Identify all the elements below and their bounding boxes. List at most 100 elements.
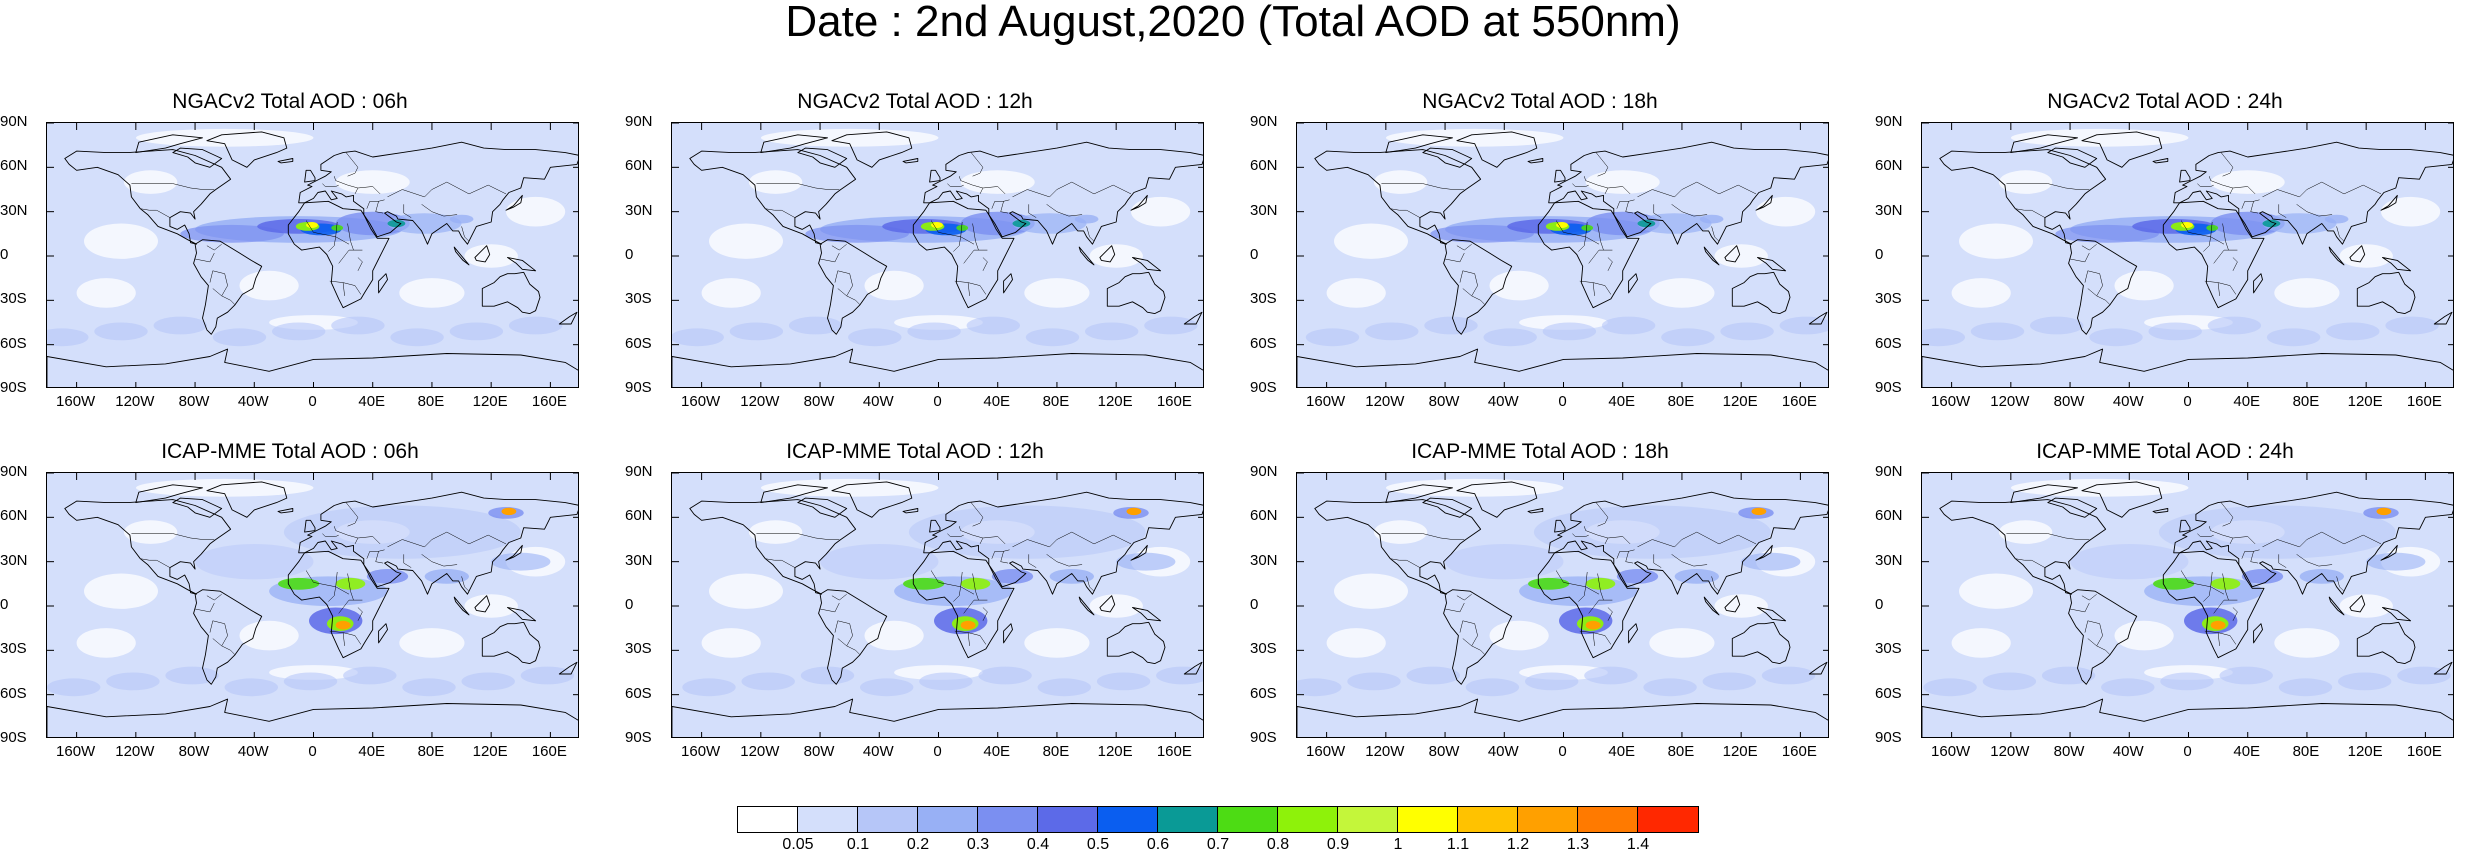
aod-plume bbox=[335, 577, 366, 590]
map-panel: NGACv2 Total AOD : 06h 90N 60N 30N 0 30S 60S 90… bbox=[0, 90, 580, 410]
coastline bbox=[287, 200, 390, 309]
colorbar bbox=[737, 806, 1699, 833]
aod-plume bbox=[106, 672, 160, 691]
aod-plume bbox=[331, 224, 344, 231]
coastline bbox=[1939, 149, 2107, 245]
country-border bbox=[1653, 204, 1662, 218]
colorbar-swatch bbox=[738, 807, 798, 832]
map-frame bbox=[671, 472, 1204, 738]
country-border bbox=[140, 558, 171, 568]
country-border bbox=[329, 630, 345, 646]
longitude-label: 120W bbox=[1990, 393, 2030, 410]
country-border bbox=[2006, 183, 2090, 190]
panel-title: ICAP-MME Total AOD : 24h bbox=[2036, 440, 2294, 463]
latitude-label: 60S bbox=[1875, 684, 1902, 702]
map-panel: NGACv2 Total AOD : 24h 90N 60N 30N 0 30S 60S 90… bbox=[1875, 90, 2455, 410]
country-border bbox=[947, 183, 964, 187]
country-border bbox=[834, 270, 853, 297]
country-border bbox=[831, 594, 847, 601]
aod-plume bbox=[1585, 170, 1660, 194]
aod-plume bbox=[343, 666, 397, 685]
aod-plume bbox=[2148, 322, 2202, 341]
longitude-label: 0 bbox=[1558, 393, 1567, 410]
country-border bbox=[765, 558, 796, 568]
longitude-label: 40E bbox=[2233, 743, 2261, 760]
aod-plume bbox=[387, 213, 462, 234]
longitude-label: 160E bbox=[1781, 393, 1817, 410]
map-frame bbox=[671, 122, 1204, 388]
aod-plume bbox=[1751, 507, 1767, 516]
longitude-label: 40W bbox=[1487, 393, 1519, 410]
coastline bbox=[64, 149, 232, 245]
map-panel: NGACv2 Total AOD : 18h 90N 60N 30N 0 30S 60S 90… bbox=[1250, 90, 1830, 410]
coastline bbox=[1443, 239, 1513, 335]
aod-plume bbox=[1297, 678, 1342, 697]
coastline bbox=[1385, 134, 1453, 154]
coastline bbox=[1297, 348, 1828, 387]
country-border bbox=[328, 221, 338, 252]
country-border bbox=[820, 252, 840, 263]
country-border bbox=[1579, 630, 1595, 646]
coastline bbox=[1443, 589, 1513, 685]
country-border bbox=[195, 252, 215, 263]
aod-plume bbox=[399, 278, 465, 308]
panel-title: NGACv2 Total AOD : 06h bbox=[172, 90, 408, 113]
country-border bbox=[982, 607, 988, 621]
country-border bbox=[1637, 181, 1757, 198]
country-border bbox=[209, 620, 228, 647]
coastline bbox=[1078, 246, 1095, 266]
latitude-label: 90S bbox=[625, 729, 652, 746]
country-border bbox=[1028, 554, 1037, 568]
aod-plume bbox=[123, 170, 178, 194]
country-border bbox=[2204, 280, 2220, 296]
latitude-label: 0 bbox=[625, 596, 634, 613]
country-border bbox=[982, 257, 988, 271]
country-border bbox=[972, 573, 979, 601]
aod-plume bbox=[2376, 507, 2392, 516]
coastline bbox=[505, 194, 523, 211]
latitude-label: 0 bbox=[1250, 596, 1259, 613]
country-border bbox=[963, 249, 988, 264]
aod-plume bbox=[153, 316, 207, 335]
country-border bbox=[2015, 208, 2046, 218]
aod-plume bbox=[2299, 569, 2344, 584]
country-border bbox=[1000, 201, 1009, 214]
longitude-label: 0 bbox=[2183, 743, 2192, 760]
coastline bbox=[2081, 131, 2163, 168]
aod-plume bbox=[84, 573, 158, 609]
longitude-label: 160E bbox=[1781, 743, 1817, 760]
country-border bbox=[2232, 257, 2238, 271]
aod-plume bbox=[1096, 672, 1151, 691]
country-border bbox=[1579, 280, 1595, 296]
aod-plume bbox=[1714, 594, 1768, 618]
coastline bbox=[1099, 595, 1116, 613]
coastline bbox=[1808, 311, 1828, 325]
aod-plume bbox=[2207, 316, 2262, 335]
country-border bbox=[2203, 571, 2213, 602]
longitude-label: 160W bbox=[56, 743, 96, 760]
country-border bbox=[1625, 201, 1634, 214]
country-border bbox=[2222, 223, 2229, 251]
country-border bbox=[1456, 594, 1472, 601]
longitude-label: 40W bbox=[862, 393, 894, 410]
panel-title: ICAP-MME Total AOD : 06h bbox=[161, 440, 419, 463]
country-border bbox=[954, 630, 970, 646]
colorbar-swatch bbox=[918, 807, 978, 832]
coastline bbox=[558, 661, 578, 675]
aod-plume bbox=[1982, 672, 2037, 691]
aod-plume bbox=[805, 224, 909, 243]
longitude-label: 40E bbox=[1608, 743, 1636, 760]
country-border bbox=[1597, 573, 1604, 601]
country-border bbox=[2296, 204, 2333, 217]
aod-plume bbox=[1156, 666, 1203, 685]
aod-plume bbox=[960, 170, 1035, 194]
country-border bbox=[2250, 551, 2259, 564]
country-border bbox=[1381, 183, 1465, 190]
aod-map bbox=[672, 473, 1203, 737]
latitude-label: 90N bbox=[0, 113, 28, 130]
country-border bbox=[206, 594, 222, 601]
longitude-label: 0 bbox=[308, 743, 317, 760]
coastline bbox=[1527, 508, 1544, 514]
aod-plume bbox=[908, 505, 1146, 559]
latitude-label: 60S bbox=[0, 334, 27, 352]
